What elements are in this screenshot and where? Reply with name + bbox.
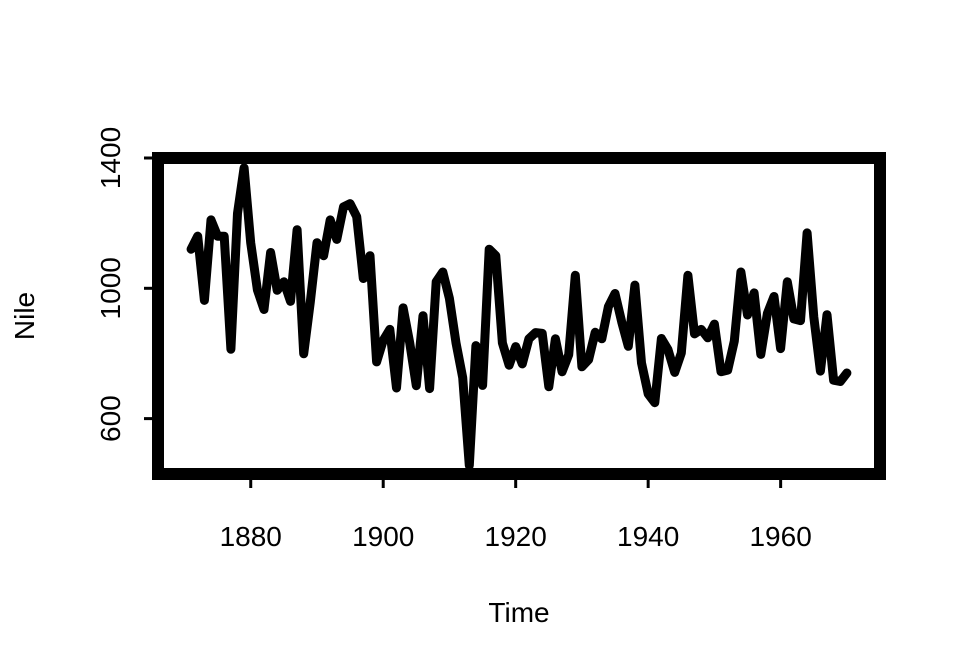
x-axis: 1880 1900 1920 1940 1960 (220, 472, 812, 552)
x-axis-title: Time (488, 597, 549, 628)
y-tick-label: 600 (95, 395, 126, 442)
y-tick-label: 1400 (95, 127, 126, 189)
plot-frame (152, 152, 886, 480)
x-tick-label: 1900 (352, 521, 414, 552)
series-layer (186, 163, 852, 470)
x-tick-label: 1960 (749, 521, 811, 552)
y-axis: 600 1000 1400 (95, 127, 158, 442)
series-line (186, 163, 852, 470)
y-axis-title: Nile (9, 292, 40, 340)
x-tick-label: 1880 (220, 521, 282, 552)
y-tick-label: 1000 (95, 257, 126, 319)
x-tick-label: 1920 (485, 521, 547, 552)
x-tick-label: 1940 (617, 521, 679, 552)
